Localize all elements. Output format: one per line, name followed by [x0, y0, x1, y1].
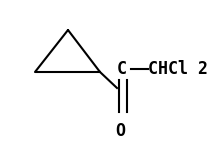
Text: C: C [117, 60, 127, 78]
Text: CHCl 2: CHCl 2 [148, 60, 208, 78]
Text: O: O [115, 122, 125, 140]
